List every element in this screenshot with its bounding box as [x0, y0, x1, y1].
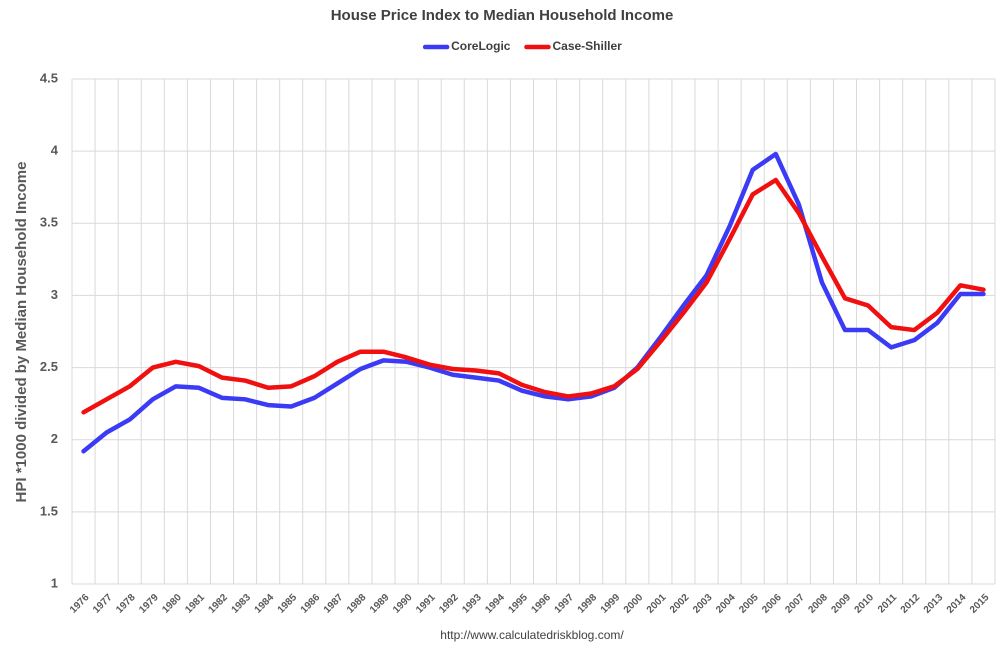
x-tick-label: 1989	[368, 592, 392, 616]
y-tick-label: 3.5	[40, 215, 58, 230]
x-tick-label: 1979	[137, 592, 161, 616]
y-tick-label: 2	[51, 431, 58, 446]
x-tick-label: 2007	[783, 592, 807, 616]
legend: CoreLogic Case-Shiller	[422, 39, 622, 53]
x-tick-label: 1994	[483, 592, 507, 616]
source-note: http://www.calculatedriskblog.com/	[440, 628, 624, 642]
legend-label: Case-Shiller	[552, 39, 622, 53]
x-tick-label: 2008	[806, 592, 830, 616]
x-tick-label: 1990	[391, 592, 415, 616]
x-tick-label: 2013	[922, 592, 946, 616]
legend-label: CoreLogic	[451, 39, 511, 53]
x-tick-label: 1978	[114, 592, 138, 616]
y-tick-label: 3	[51, 287, 58, 302]
x-tick-label: 1997	[553, 592, 577, 616]
x-tick-label: 1977	[91, 592, 115, 616]
legend-item: CoreLogic	[422, 39, 511, 53]
x-tick-label: 1998	[576, 592, 600, 616]
x-tick-label: 1991	[414, 592, 438, 616]
series-line	[81, 177, 986, 415]
x-tick-label: 1993	[460, 592, 484, 616]
x-tick-label: 1981	[183, 592, 207, 616]
x-tick-label: 2014	[945, 592, 969, 616]
x-tick-label: 2002	[668, 592, 692, 616]
y-tick-label: 4.5	[40, 70, 58, 85]
x-tick-label: 2004	[714, 592, 738, 616]
y-tick-label: 4	[51, 143, 59, 158]
x-tick-label: 1999	[599, 592, 623, 616]
x-tick-label: 1985	[276, 592, 300, 616]
x-tick-label: 1987	[322, 592, 346, 616]
x-tick-label: 1996	[530, 592, 554, 616]
x-tick-label: 1984	[253, 592, 277, 616]
y-tick-label: 2.5	[40, 359, 58, 374]
x-tick-label: 1980	[160, 592, 184, 616]
x-tick-label: 2011	[876, 592, 899, 615]
x-tick-label: 1986	[299, 592, 323, 616]
x-tick-label: 1992	[437, 592, 461, 616]
x-tick-label: 2001	[645, 592, 669, 616]
chart-title: House Price Index to Median Household In…	[331, 7, 674, 24]
x-tick-label: 2010	[853, 592, 877, 616]
x-tick-label: 1995	[506, 592, 530, 616]
x-tick-label: 2003	[691, 592, 715, 616]
y-tick-label: 1	[51, 575, 58, 590]
x-tick-label: 1988	[345, 592, 369, 616]
x-tick-label: 2006	[760, 592, 784, 616]
x-tick-label: 2005	[737, 592, 761, 616]
x-tick-label: 2015	[968, 592, 992, 616]
x-tick-label: 2012	[899, 592, 923, 616]
y-axis-label: HPI *1000 divided by Median Household In…	[13, 162, 30, 503]
x-tick-label: 2000	[622, 592, 646, 616]
x-tick-label: 1983	[230, 592, 254, 616]
x-tick-label: 1982	[206, 592, 230, 616]
x-tick-label: 2009	[829, 592, 853, 616]
legend-item: Case-Shiller	[524, 39, 622, 53]
x-tick-label: 1976	[68, 592, 92, 616]
series-line	[81, 151, 986, 454]
y-tick-label: 1.5	[40, 503, 58, 518]
